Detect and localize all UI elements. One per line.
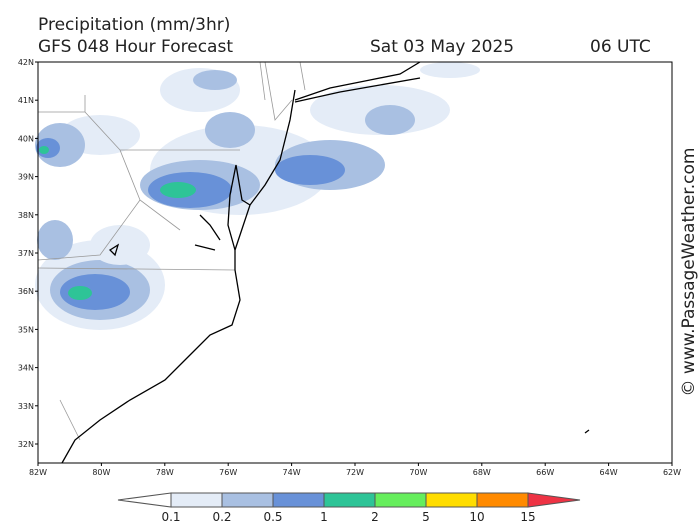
subtitle: GFS 048 Hour Forecast <box>38 37 233 57</box>
lat-label: 36N <box>18 287 34 296</box>
colorbar-label: 0.2 <box>212 510 231 524</box>
lat-label: 39N <box>18 173 34 182</box>
colorbar-label: 5 <box>422 510 430 524</box>
colorbar-box <box>272 492 325 508</box>
map-area <box>35 61 673 464</box>
lat-label: 41N <box>18 96 34 105</box>
lon-label: 78W <box>156 468 174 477</box>
colorbar-label: 1 <box>320 510 328 524</box>
lon-label: 64W <box>600 468 618 477</box>
colorbar-cap <box>117 492 172 508</box>
lat-label: 32N <box>18 440 34 449</box>
lat-label: 42N <box>18 58 34 67</box>
coastline <box>61 61 590 464</box>
time: 06 UTC <box>590 37 651 57</box>
lat-label: 34N <box>18 364 34 373</box>
axes: 42N 41N 40N 39N 38N 37N 36N 35N 34N 33N 32N 82W 80W 7… <box>18 58 681 477</box>
lon-label: 70W <box>409 468 427 477</box>
colorbar: 0.1 0.2 0.5 1 2 5 10 15 <box>117 492 581 524</box>
lat-label: 40N <box>18 134 34 143</box>
colorbar-label: 0.5 <box>263 510 282 524</box>
lon-label: 66W <box>536 468 554 477</box>
colorbar-label: 15 <box>520 510 535 524</box>
lon-label: 74W <box>283 468 301 477</box>
lon-label: 68W <box>473 468 491 477</box>
date: Sat 03 May 2025 <box>370 37 514 57</box>
lon-label: 62W <box>663 468 681 477</box>
precipitation <box>35 62 480 330</box>
credit: © www.PassageWeather.com <box>679 148 699 397</box>
title: Precipitation (mm/3hr) <box>38 15 230 35</box>
lat-label: 37N <box>18 249 34 258</box>
lon-label: 82W <box>29 468 47 477</box>
lat-label: 35N <box>18 325 34 334</box>
colorbar-label: 10 <box>469 510 484 524</box>
lat-label: 33N <box>18 402 34 411</box>
lat-label: 38N <box>18 211 34 220</box>
lon-label: 76W <box>219 468 237 477</box>
colorbar-box <box>374 492 427 508</box>
colorbar-box <box>170 492 223 508</box>
lon-label: 80W <box>92 468 110 477</box>
borders <box>37 61 306 441</box>
colorbar-box <box>425 492 478 508</box>
colorbar-label: 2 <box>371 510 379 524</box>
lon-label: 72W <box>346 468 364 477</box>
colorbar-box <box>221 492 274 508</box>
colorbar-box <box>476 492 529 508</box>
colorbar-label: 0.1 <box>161 510 180 524</box>
colorbar-box <box>323 492 376 508</box>
colorbar-cap <box>527 492 581 508</box>
